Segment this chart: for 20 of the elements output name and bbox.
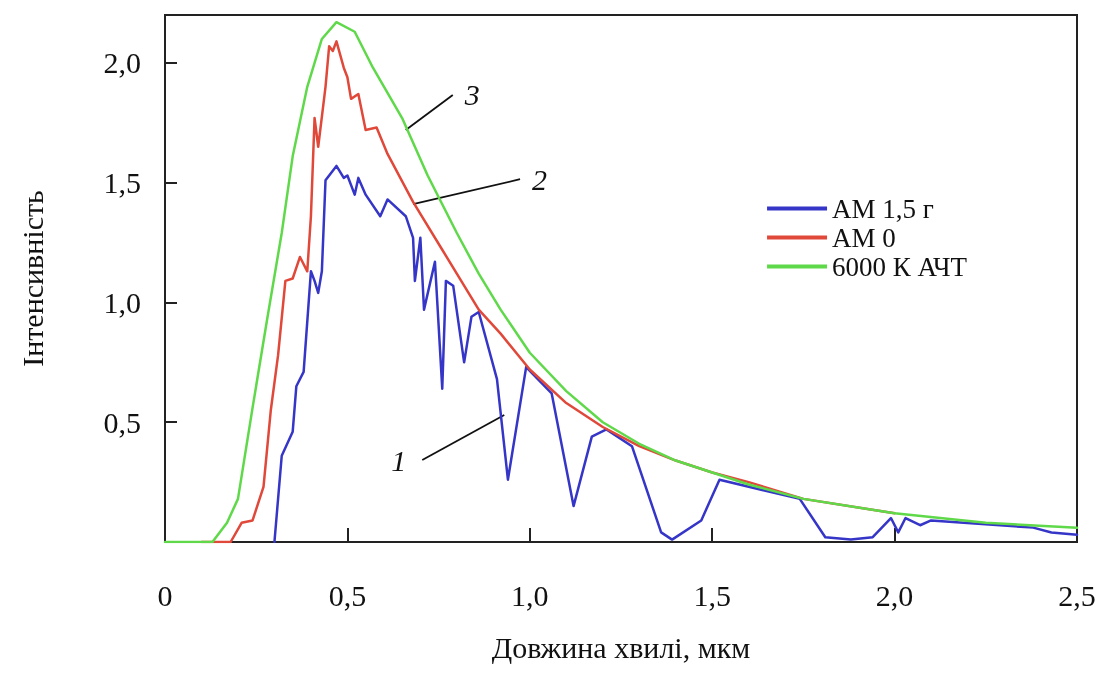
x-tick-label: 0,5: [328, 578, 367, 612]
x-tick-label: 1,5: [693, 578, 731, 612]
x-tick-label: 1,0: [511, 578, 549, 612]
y-tick-label: 2,0: [103, 46, 141, 80]
x-tick-label: 0: [157, 578, 173, 612]
x-tick-label: 2,5: [1058, 578, 1096, 612]
legend-label: АМ 1,5 г: [832, 193, 934, 224]
line-series: [273, 164, 1079, 544]
y-tick-label: 1,0: [103, 285, 141, 319]
legend-label: 6000 К АЧТ: [832, 251, 968, 282]
x-tick-label: 2,0: [875, 578, 914, 612]
legend-label: АМ 0: [832, 222, 896, 253]
y-tick-label: 0,5: [103, 405, 141, 439]
y-axis-title: Інтенсивність: [15, 190, 49, 367]
annotation: 3: [463, 78, 480, 112]
line-series: [163, 20, 1079, 544]
annotation: 2: [532, 162, 548, 196]
x-axis-title: Довжина хвилі, мкм: [491, 630, 751, 664]
annotation: 1: [391, 443, 407, 477]
y-tick-label: 1,5: [103, 166, 141, 200]
